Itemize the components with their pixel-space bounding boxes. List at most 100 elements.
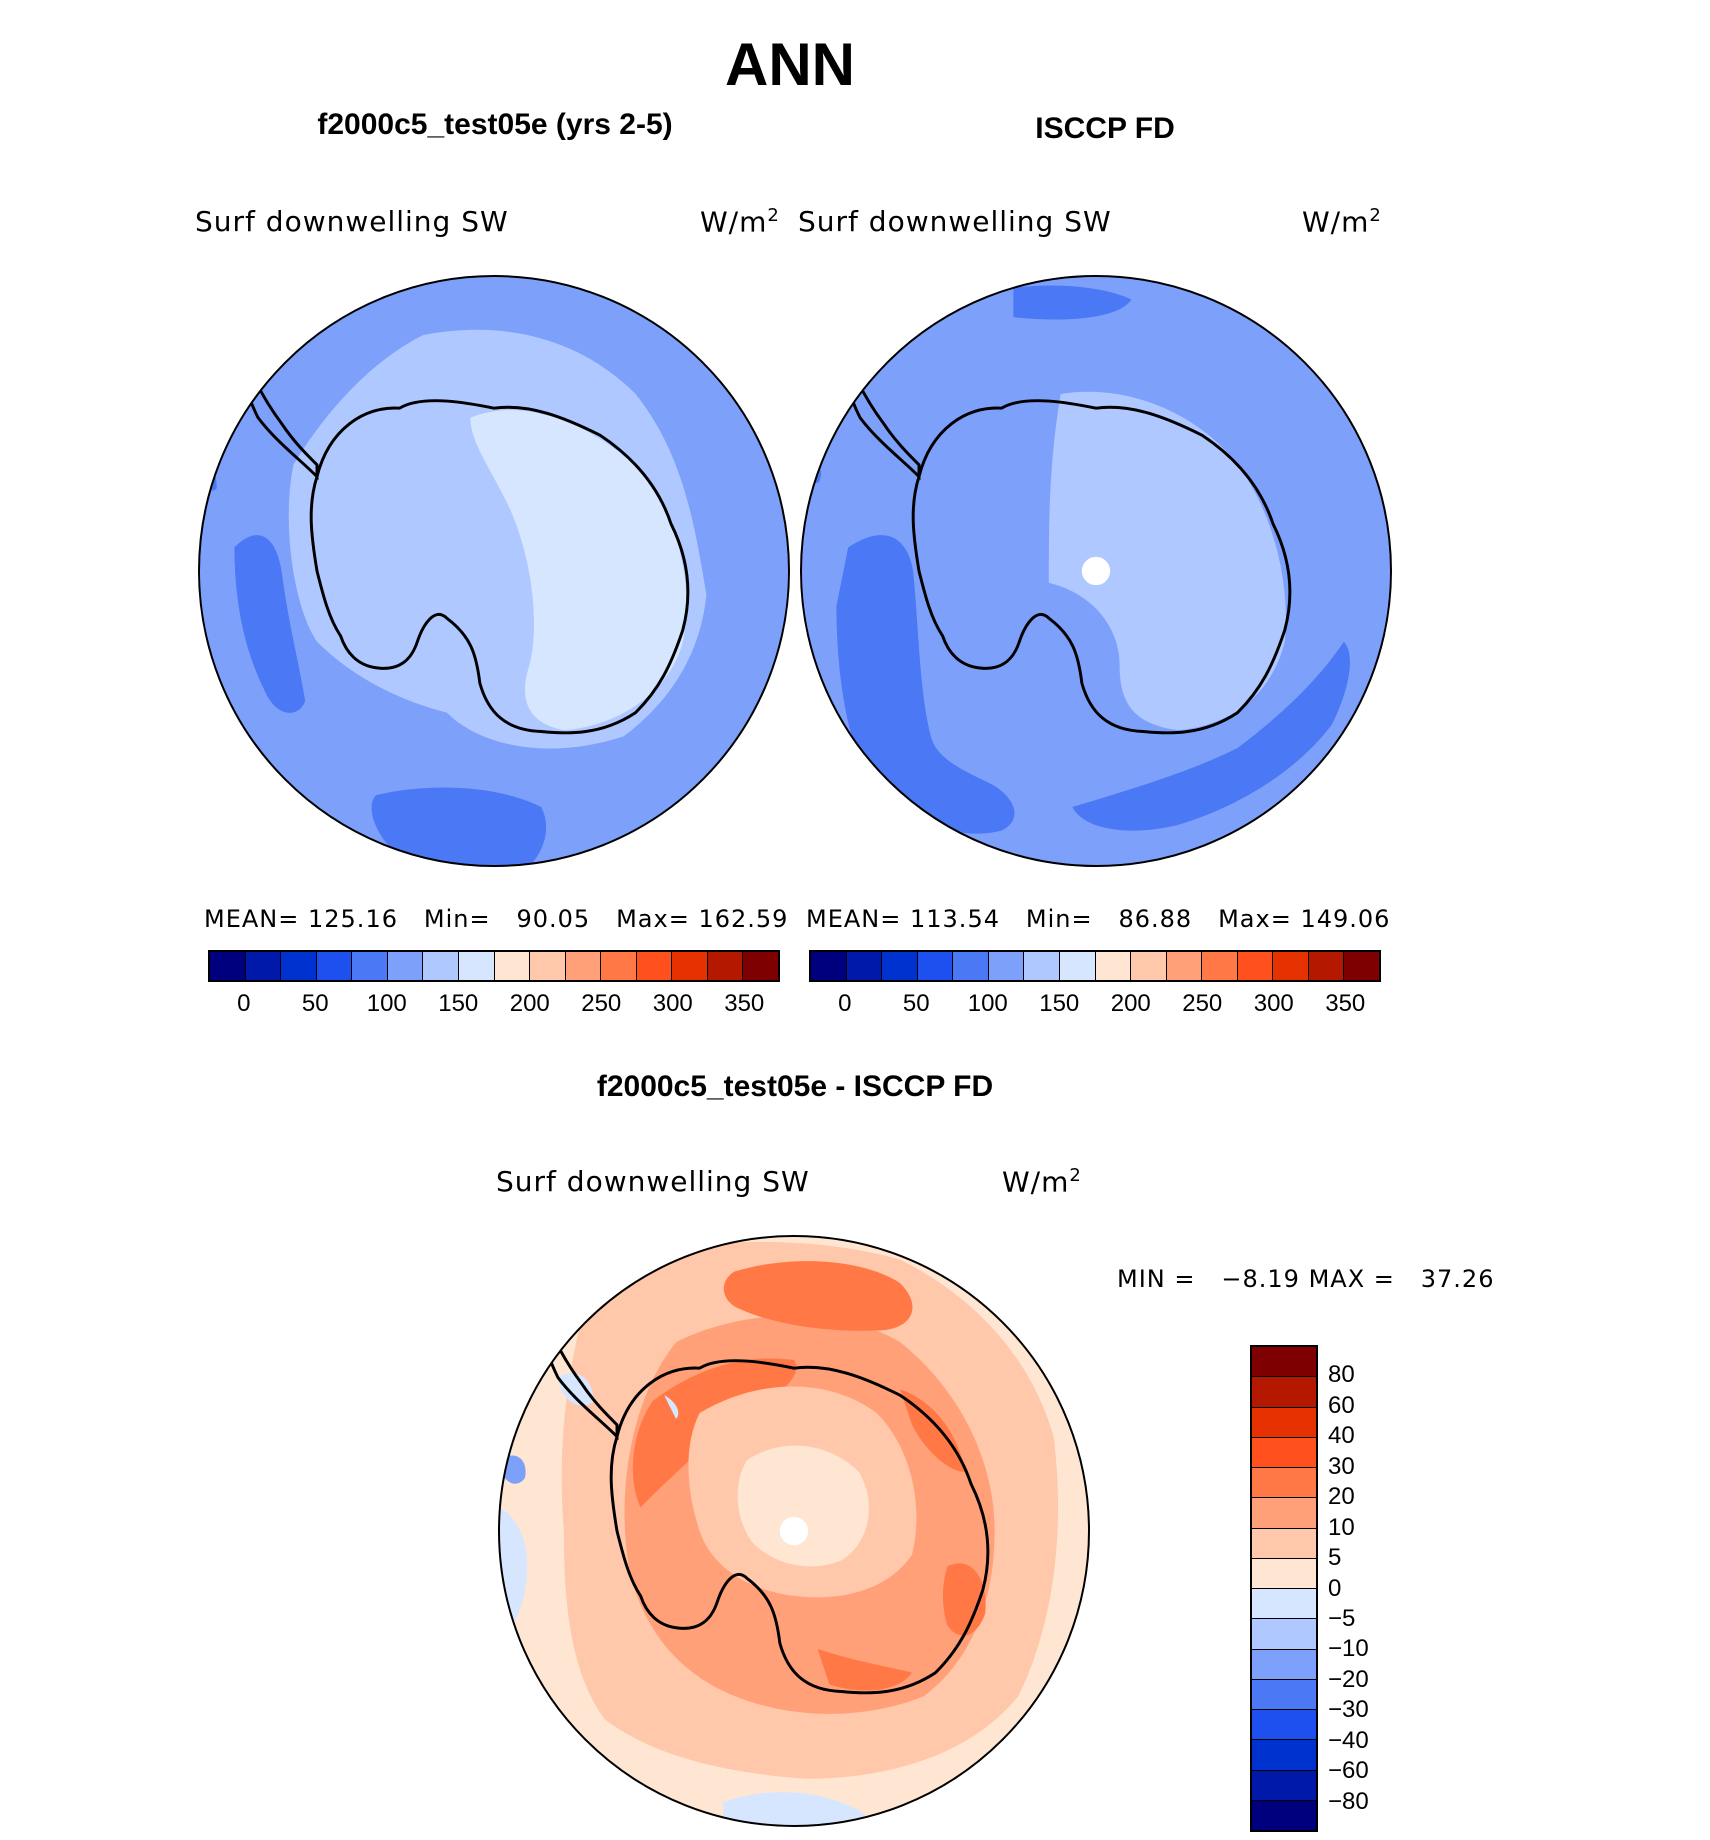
panel1-colorbar-tick-label: 50 xyxy=(301,990,329,1017)
panel2-variable: Surf downwelling SW xyxy=(798,205,1112,238)
panel2-colorbar-tick-label: 350 xyxy=(1325,990,1366,1017)
diff-colorbar-tick-label: 60 xyxy=(1328,1391,1355,1419)
panel2-colorbar-swatch xyxy=(917,952,954,980)
diff-colorbar-tick-label: 80 xyxy=(1328,1361,1355,1389)
panel2-colorbar-tick-label: 150 xyxy=(1039,990,1080,1017)
diff-colorbar-swatch xyxy=(1252,1347,1316,1378)
panel2-colorbar-swatch xyxy=(953,952,989,980)
panel2-units: W/m2 xyxy=(1302,205,1382,239)
panel1-colorbar-swatch xyxy=(316,952,353,980)
panel2-colorbar-swatch xyxy=(1344,952,1379,980)
panel2-colorbar-swatch xyxy=(988,952,1025,980)
diff-colorbar-swatch xyxy=(1252,1589,1316,1620)
diff-colorbar-tick-label: −40 xyxy=(1328,1726,1369,1754)
panel1-colorbar-tick-label: 250 xyxy=(581,990,622,1017)
diff-colorbar-swatch xyxy=(1252,1710,1316,1741)
panel2-colorbar-tick-label: 300 xyxy=(1253,990,1294,1017)
panel2-map xyxy=(800,275,1392,867)
panel2-colorbar-swatch xyxy=(811,952,847,980)
panel1-colorbar-swatch xyxy=(458,952,495,980)
panel1-map xyxy=(198,275,790,867)
panel2-colorbar-swatch xyxy=(1166,952,1203,980)
panel2-colorbar-swatch xyxy=(1237,952,1274,980)
diff-colorbar-tick-label: 0 xyxy=(1328,1574,1342,1602)
diff-colorbar-swatch xyxy=(1252,1407,1316,1438)
panel1-colorbar-swatch xyxy=(387,952,424,980)
panel1-colorbar-tick-label: 0 xyxy=(237,990,251,1017)
panel1-title: f2000c5_test05e (yrs 2-5) xyxy=(317,108,673,141)
diff-stats: MIN = −8.19 MAX = 37.26 xyxy=(1117,1265,1495,1293)
diff-colorbar-tick-label: 40 xyxy=(1328,1422,1355,1450)
diff-colorbar-tick-label: −10 xyxy=(1328,1635,1369,1663)
panel2-colorbar-ticks: 0 50 100 150 200 250 300 350 xyxy=(809,990,1381,1020)
panel1-colorbar-swatch xyxy=(210,952,246,980)
panel1-variable: Surf downwelling SW xyxy=(195,205,509,238)
panel1-colorbar-swatch xyxy=(352,952,388,980)
panel2-colorbar-tick-label: 100 xyxy=(967,990,1008,1017)
panel1-colorbar-tick-label: 100 xyxy=(366,990,407,1017)
diff-colorbar-tick-label: 30 xyxy=(1328,1452,1355,1480)
panel2-colorbar-swatch xyxy=(846,952,883,980)
panel2-stats: MEAN= 113.54 Min= 86.88 Max= 149.06 xyxy=(806,905,1391,933)
panel2-colorbar-swatch xyxy=(1131,952,1167,980)
diff-colorbar-tick-label: −80 xyxy=(1328,1787,1369,1815)
diff-colorbar-swatch xyxy=(1252,1740,1316,1771)
panel2-colorbar-tick-label: 0 xyxy=(838,990,852,1017)
panel1-colorbar-swatch xyxy=(565,952,602,980)
diff-colorbar-swatch xyxy=(1252,1679,1316,1710)
panel2-colorbar-swatch xyxy=(1273,952,1309,980)
diff-colorbar-tick-label: −30 xyxy=(1328,1696,1369,1724)
panel1-colorbar-tick-label: 200 xyxy=(509,990,550,1017)
panel1-colorbar-tick-label: 150 xyxy=(438,990,479,1017)
diff-title: f2000c5_test05e - ISCCP FD xyxy=(596,1070,994,1103)
diff-colorbar-tick-label: −60 xyxy=(1328,1757,1369,1785)
panel2-colorbar-swatch xyxy=(882,952,918,980)
panel2-colorbar-swatch xyxy=(1308,952,1345,980)
panel2-colorbar-swatch xyxy=(1095,952,1132,980)
panel1-colorbar-swatch xyxy=(743,952,778,980)
panel2-colorbar-tick-label: 250 xyxy=(1182,990,1223,1017)
diff-colorbar-swatch xyxy=(1252,1377,1316,1408)
panel1-colorbar-swatch xyxy=(245,952,282,980)
panel1-stats: MEAN= 125.16 Min= 90.05 Max= 162.59 xyxy=(204,905,789,933)
diff-units: W/m2 xyxy=(1002,1165,1082,1199)
diff-colorbar-swatch xyxy=(1252,1649,1316,1680)
panel1-colorbar-swatch xyxy=(672,952,708,980)
diff-colorbar-tick-label: −20 xyxy=(1328,1665,1369,1693)
diff-colorbar-swatch xyxy=(1252,1619,1316,1650)
panel1-colorbar-swatch xyxy=(636,952,673,980)
diff-map xyxy=(498,1235,1090,1827)
diff-colorbar-tick-label: 10 xyxy=(1328,1513,1355,1541)
panel1-units: W/m2 xyxy=(700,205,780,239)
diff-colorbar xyxy=(1250,1345,1318,1832)
panel1-colorbar-swatch xyxy=(281,952,317,980)
main-title: ANN xyxy=(725,31,855,98)
diff-colorbar-tick-label: 20 xyxy=(1328,1483,1355,1511)
diff-colorbar-tick-label: −5 xyxy=(1328,1604,1356,1632)
panel2-colorbar xyxy=(809,950,1381,982)
panel1-colorbar-swatch xyxy=(601,952,637,980)
diff-colorbar-swatch xyxy=(1252,1468,1316,1499)
diff-colorbar-swatch xyxy=(1252,1558,1316,1589)
panel1-colorbar-ticks: 0 50 100 150 200 250 300 350 xyxy=(208,990,780,1020)
diff-colorbar-swatch xyxy=(1252,1528,1316,1559)
panel2-colorbar-swatch xyxy=(1024,952,1060,980)
diff-colorbar-swatch xyxy=(1252,1498,1316,1529)
panel1-colorbar-tick-label: 350 xyxy=(724,990,765,1017)
diff-colorbar-swatch xyxy=(1252,1437,1316,1468)
diff-colorbar-ticks: 80 60 40 30 20 10 5 0 −5 −10 −20 −30 −40 −60 −80 xyxy=(1328,1345,1398,1832)
panel2-colorbar-swatch xyxy=(1202,952,1238,980)
panel2-colorbar-tick-label: 50 xyxy=(902,990,930,1017)
panel1-colorbar-swatch xyxy=(423,952,459,980)
panel1-colorbar xyxy=(208,950,780,982)
panel1-colorbar-swatch xyxy=(707,952,744,980)
panel2-colorbar-tick-label: 200 xyxy=(1110,990,1151,1017)
panel1-colorbar-swatch xyxy=(530,952,566,980)
panel1-colorbar-swatch xyxy=(494,952,531,980)
diff-variable: Surf downwelling SW xyxy=(496,1165,810,1198)
diff-colorbar-swatch xyxy=(1252,1770,1316,1801)
panel1-colorbar-tick-label: 300 xyxy=(652,990,693,1017)
diff-colorbar-tick-label: 5 xyxy=(1328,1544,1342,1572)
panel2-colorbar-swatch xyxy=(1059,952,1096,980)
diff-colorbar-swatch xyxy=(1252,1800,1316,1830)
